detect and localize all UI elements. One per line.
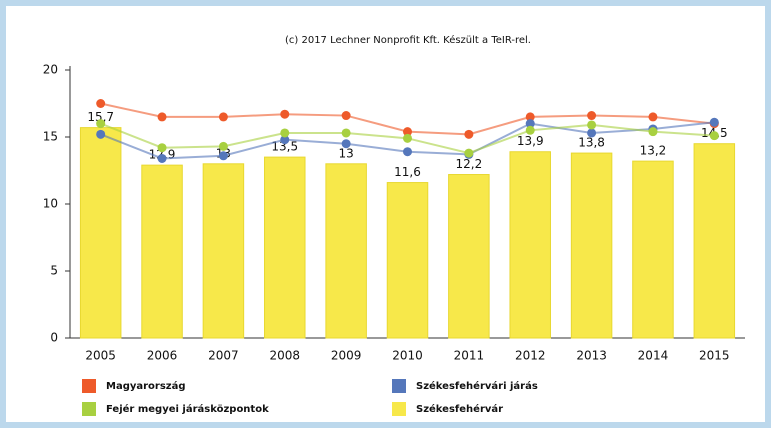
- x-tick-label: 2008: [269, 349, 300, 363]
- data-label: 12,2: [456, 157, 483, 171]
- legend-swatch: [82, 402, 96, 416]
- bar: [632, 160, 674, 339]
- x-tick-label: 2012: [515, 349, 546, 363]
- bar: [141, 164, 183, 339]
- marker: [218, 141, 228, 151]
- marker: [341, 139, 351, 149]
- marker: [280, 128, 290, 138]
- marker: [709, 117, 719, 127]
- legend-swatch: [392, 379, 406, 393]
- bar: [509, 151, 551, 339]
- marker: [587, 111, 597, 121]
- x-tick-label: 2014: [638, 349, 669, 363]
- bar: [79, 127, 122, 339]
- marker: [96, 129, 106, 139]
- marker: [587, 120, 597, 130]
- marker: [157, 112, 167, 122]
- marker: [280, 109, 290, 119]
- marker: [525, 119, 535, 129]
- x-tick-label: 2011: [454, 349, 485, 363]
- chart-title: (c) 2017 Lechner Nonprofit Kft. Készült …: [285, 34, 531, 46]
- marker: [341, 128, 351, 138]
- marker: [464, 148, 474, 158]
- x-tick-label: 2009: [331, 349, 362, 363]
- marker: [157, 143, 167, 153]
- legend-swatch: [392, 402, 406, 416]
- marker: [587, 128, 597, 138]
- legend-label: Magyarország: [106, 380, 186, 392]
- marker: [648, 127, 658, 137]
- marker: [341, 111, 351, 121]
- x-tick-label: 2007: [208, 349, 239, 363]
- bar: [570, 152, 613, 339]
- y-tick-label: 5: [50, 264, 58, 278]
- marker: [218, 151, 228, 161]
- y-tick-label: 10: [43, 197, 58, 211]
- bar: [448, 174, 490, 339]
- x-tick-label: 2010: [392, 349, 423, 363]
- y-tick-label: 20: [43, 63, 58, 77]
- legend-label: Székesfehérvár: [416, 403, 503, 415]
- bar: [386, 182, 429, 339]
- bar: [325, 163, 367, 339]
- marker: [280, 135, 290, 145]
- marker: [403, 127, 412, 137]
- marker: [525, 125, 535, 135]
- legend-label: Fejér megyei járásközpontok: [106, 403, 269, 415]
- data-label: 15,7: [87, 110, 114, 124]
- marker: [157, 153, 167, 163]
- data-label: 13,5: [271, 140, 298, 154]
- x-tick-label: 2015: [699, 349, 730, 363]
- marker: [403, 147, 412, 157]
- x-tick-label: 2005: [85, 349, 116, 363]
- y-tick-label: 15: [43, 130, 58, 144]
- data-label: 13: [338, 146, 353, 160]
- data-label: 13,2: [640, 144, 667, 158]
- marker: [648, 112, 658, 122]
- data-label: 11,6: [394, 165, 421, 179]
- marker: [218, 112, 228, 122]
- x-tick-label: 2006: [147, 349, 178, 363]
- marker: [709, 131, 719, 141]
- legend-label: Székesfehérvári járás: [416, 380, 538, 392]
- marker: [403, 133, 412, 143]
- data-label: 13,9: [517, 134, 544, 148]
- marker: [96, 119, 106, 129]
- data-label: 13,8: [578, 136, 605, 150]
- bar: [202, 163, 245, 339]
- marker: [96, 99, 106, 108]
- y-tick-label: 0: [50, 331, 58, 345]
- marker: [464, 129, 474, 139]
- x-tick-label: 2013: [576, 349, 607, 363]
- bar: [693, 143, 736, 339]
- marker: [525, 112, 535, 122]
- legend-swatch: [82, 379, 96, 393]
- bar: [264, 156, 306, 339]
